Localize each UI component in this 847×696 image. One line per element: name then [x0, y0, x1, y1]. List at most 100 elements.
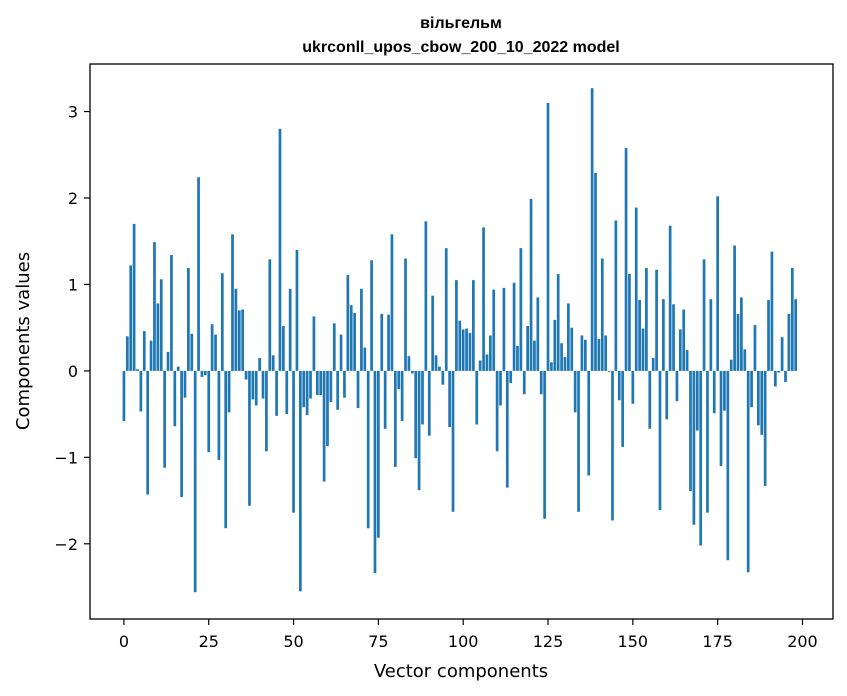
bar — [770, 251, 774, 371]
bar — [712, 370, 716, 414]
bar — [733, 245, 736, 371]
bar — [149, 340, 153, 371]
bar — [536, 297, 540, 371]
bar — [736, 313, 740, 371]
bar — [790, 268, 794, 371]
bar — [200, 370, 204, 377]
bar — [248, 370, 251, 506]
bar — [336, 370, 340, 410]
y-tick-label: 2 — [68, 189, 78, 208]
bar — [305, 370, 309, 415]
bar — [634, 207, 638, 371]
bar — [573, 370, 577, 413]
bar — [757, 370, 760, 426]
bar — [729, 359, 733, 371]
y-axis-label: Components values — [13, 252, 34, 430]
bar — [740, 297, 743, 371]
chart-title-line-2: ukrconll_upos_cbow_200_10_2022 model — [302, 39, 619, 56]
bar — [312, 316, 316, 371]
bar — [611, 370, 614, 521]
bar — [617, 370, 621, 401]
bar — [777, 370, 781, 373]
bar — [129, 265, 133, 371]
bar — [400, 370, 404, 422]
bar — [254, 370, 258, 406]
bar — [594, 172, 597, 371]
bar — [142, 331, 146, 371]
bar — [723, 370, 726, 411]
x-tick-label: 25 — [199, 632, 219, 651]
bar — [360, 288, 363, 371]
bar — [214, 334, 217, 371]
bar — [543, 370, 546, 519]
bar — [502, 287, 506, 371]
bar — [682, 309, 686, 371]
bar — [353, 312, 356, 371]
bar — [227, 370, 231, 413]
bar — [492, 289, 496, 371]
bar — [695, 370, 699, 431]
bar — [746, 370, 750, 573]
bar — [468, 332, 472, 371]
bar — [332, 323, 336, 371]
bar — [580, 335, 584, 371]
bar — [645, 268, 648, 371]
bar — [678, 329, 682, 371]
x-axis-label: Vector components — [374, 661, 548, 682]
bar — [387, 314, 390, 371]
bar — [614, 220, 618, 371]
bar — [628, 274, 631, 371]
bar — [241, 309, 245, 371]
bar — [455, 280, 458, 371]
bar — [556, 274, 560, 371]
bar — [495, 370, 499, 452]
bar — [224, 370, 228, 529]
bar — [719, 370, 723, 466]
bar — [641, 328, 645, 371]
bar — [631, 370, 635, 404]
bar — [217, 370, 221, 460]
bar — [176, 366, 180, 371]
bar — [499, 370, 502, 406]
y-tick-label: 0 — [68, 362, 78, 381]
bar — [648, 370, 652, 429]
bar — [465, 328, 468, 371]
bar — [417, 370, 421, 491]
bar — [427, 370, 431, 436]
bar — [414, 370, 418, 459]
bar — [709, 299, 713, 371]
bar — [702, 259, 706, 371]
bar — [393, 370, 397, 467]
bar — [587, 370, 591, 476]
bar — [553, 319, 557, 371]
bar — [482, 227, 485, 371]
bar — [485, 354, 489, 371]
bar — [689, 370, 692, 492]
x-tick-label: 100 — [448, 632, 479, 651]
bar — [699, 370, 703, 546]
bar — [288, 288, 292, 371]
bar — [275, 370, 278, 416]
bar — [638, 300, 641, 371]
bar — [767, 300, 770, 371]
bar — [193, 370, 197, 593]
bar — [377, 370, 380, 538]
bar — [190, 333, 194, 371]
bar — [665, 370, 669, 420]
bar — [295, 249, 299, 371]
bar — [475, 370, 479, 425]
bar — [760, 370, 764, 435]
bar — [203, 370, 207, 376]
bar — [763, 370, 767, 486]
bar — [390, 234, 394, 371]
bar — [356, 370, 360, 409]
bar — [146, 370, 150, 495]
bar — [122, 370, 126, 422]
bar — [577, 370, 580, 512]
y-axis-ticks: −2 −1 0 1 2 3 — [54, 103, 90, 554]
bar — [170, 255, 173, 371]
bar — [383, 370, 387, 429]
x-tick-label: 125 — [533, 632, 564, 651]
bar — [407, 356, 411, 371]
